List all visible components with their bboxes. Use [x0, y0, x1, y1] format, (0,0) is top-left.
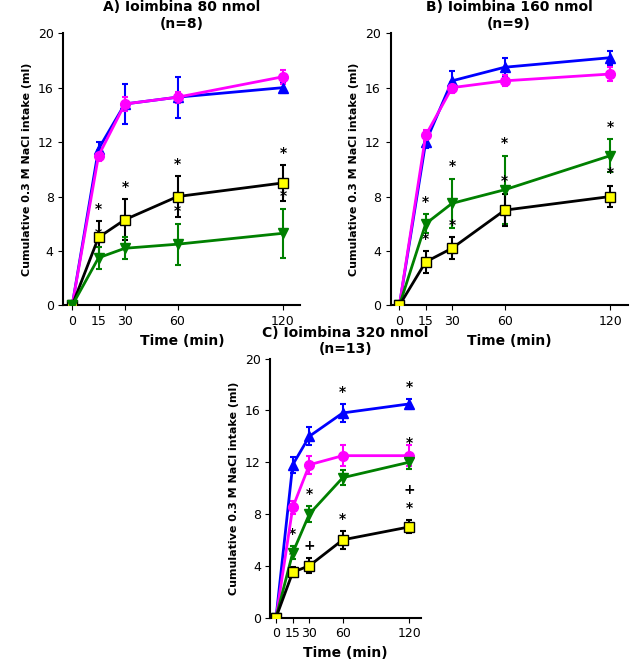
Text: *: * [422, 195, 429, 208]
Text: *: * [280, 189, 287, 203]
Y-axis label: Cumulative 0.3 M NaCl intake (ml): Cumulative 0.3 M NaCl intake (ml) [22, 62, 32, 276]
X-axis label: Time (min): Time (min) [467, 334, 552, 348]
Title: B) Ioimbina 160 nmol
(n=9): B) Ioimbina 160 nmol (n=9) [426, 1, 593, 31]
Y-axis label: Cumulative 0.3 M NaCl intake (ml): Cumulative 0.3 M NaCl intake (ml) [230, 381, 240, 595]
Text: *: * [306, 487, 313, 501]
Text: *: * [501, 175, 508, 189]
Title: A) Ioimbina 80 nmol
(n=8): A) Ioimbina 80 nmol (n=8) [103, 1, 261, 31]
Text: *: * [289, 548, 296, 562]
Text: *: * [406, 380, 413, 394]
Text: *: * [280, 146, 287, 160]
Text: *: * [406, 501, 413, 515]
Text: *: * [607, 166, 614, 180]
Text: *: * [95, 202, 102, 216]
X-axis label: Time (min): Time (min) [139, 334, 224, 348]
Text: *: * [448, 159, 456, 173]
Text: *: * [501, 136, 508, 150]
Title: C) Ioimbina 320 nmol
(n=13): C) Ioimbina 320 nmol (n=13) [262, 326, 429, 356]
Text: *: * [121, 180, 129, 194]
Text: *: * [422, 232, 429, 246]
Text: *: * [607, 120, 614, 134]
Text: +: + [404, 483, 415, 497]
Text: *: * [95, 228, 102, 242]
Text: *: * [406, 436, 413, 450]
X-axis label: Time (min): Time (min) [303, 646, 388, 660]
Text: *: * [121, 218, 129, 232]
Text: *: * [339, 451, 346, 465]
Y-axis label: Cumulative 0.3 M NaCl intake (ml): Cumulative 0.3 M NaCl intake (ml) [349, 62, 359, 276]
Text: *: * [339, 511, 346, 526]
Text: *: * [174, 205, 181, 218]
Text: *: * [448, 218, 456, 232]
Text: *: * [339, 384, 346, 398]
Text: *: * [174, 157, 181, 171]
Text: *: * [289, 527, 296, 541]
Text: +: + [304, 539, 315, 552]
